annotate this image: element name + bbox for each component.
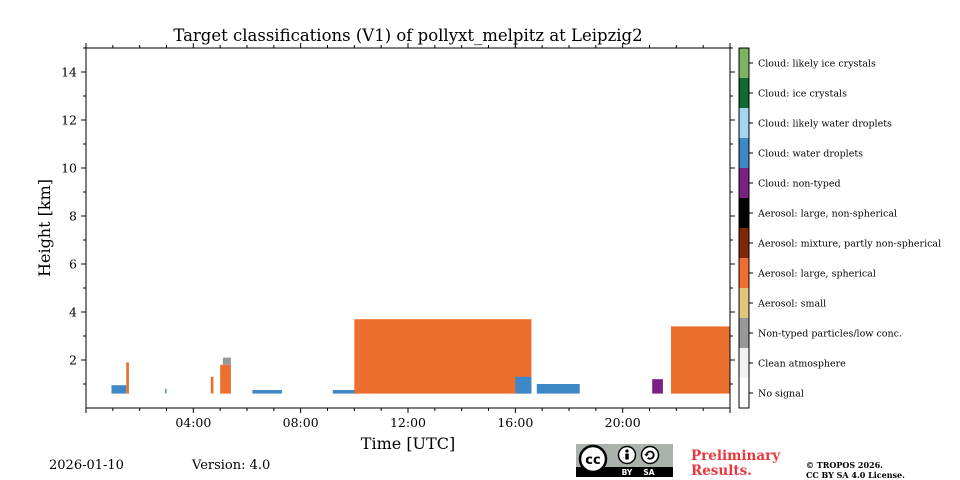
classification-region-6 xyxy=(252,390,282,394)
classification-region-8 xyxy=(354,319,532,394)
copyright-line-1: © TROPOS 2026. xyxy=(806,460,883,470)
classification-region-5 xyxy=(222,357,231,365)
colorbar-swatch xyxy=(739,348,749,378)
by-attribution-icon xyxy=(617,445,637,465)
sa-label: SA xyxy=(643,468,654,477)
y-axis: 2 4 6 8 10 12 14 xyxy=(61,47,735,385)
license-badge: cc BY SA xyxy=(576,444,673,477)
y-tick-label: 2 xyxy=(69,353,77,368)
x-axis: 04:00 08:00 12:00 16:00 20:00 xyxy=(85,43,731,430)
colorbar-swatch xyxy=(739,108,749,138)
cc-license-icon: cc xyxy=(578,444,608,474)
version-label: Version: 4.0 xyxy=(192,458,271,473)
colorbar-label: Aerosol: small xyxy=(757,299,826,310)
y-tick-label: 14 xyxy=(61,65,77,80)
y-axis-label: Height [km] xyxy=(35,179,54,277)
y-tick-label: 12 xyxy=(61,113,77,128)
x-tick-label: 04:00 xyxy=(175,415,211,430)
preliminary-line-2: Results. xyxy=(691,463,752,479)
classification-region-7 xyxy=(332,390,358,394)
preliminary-line-1: Preliminary xyxy=(691,448,781,464)
y-tick-label: 10 xyxy=(61,161,77,176)
colorbar-label: Cloud: likely ice crystals xyxy=(758,59,876,70)
colorbar-swatch xyxy=(739,48,749,78)
x-tick-label: 20:00 xyxy=(605,415,641,430)
colorbar-swatch xyxy=(739,378,749,408)
colorbar-label: Cloud: ice crystals xyxy=(758,89,847,100)
classification-region-3 xyxy=(210,376,214,394)
colorbar-label: No signal xyxy=(758,389,804,400)
classification-region-11 xyxy=(652,379,663,394)
colorbar-label: Clean atmosphere xyxy=(758,359,846,370)
classification-region-1 xyxy=(126,362,129,394)
colorbar-swatch xyxy=(739,168,749,198)
colorbar-legend: No signal Clean atmosphere Non-typed parti… xyxy=(738,47,941,409)
date-label: 2026-01-10 xyxy=(49,458,124,473)
copyright-note: © TROPOS 2026. CC BY SA 4.0 License. xyxy=(806,460,905,480)
classification-region-12 xyxy=(670,326,730,394)
colorbar-label: Cloud: likely water droplets xyxy=(758,119,892,130)
x-tick-label: 16:00 xyxy=(497,415,533,430)
classification-region-4 xyxy=(220,364,231,394)
classification-region-0 xyxy=(111,385,127,394)
y-tick-label: 8 xyxy=(69,209,77,224)
chart-title: Target classifications (V1) of pollyxt_m… xyxy=(173,26,642,45)
colorbar-swatch xyxy=(739,258,749,288)
x-tick-label: 08:00 xyxy=(283,415,319,430)
copyright-line-2: CC BY SA 4.0 License. xyxy=(806,470,905,480)
cc-label: cc xyxy=(585,453,600,468)
y-tick-label: 6 xyxy=(69,257,77,272)
colorbar-label: Aerosol: large, spherical xyxy=(757,269,876,280)
x-tick-label: 12:00 xyxy=(390,415,426,430)
colorbar-swatch xyxy=(739,288,749,318)
sa-share-alike-icon xyxy=(640,445,660,465)
colorbar-frame xyxy=(738,47,750,409)
colorbar-label: Cloud: water droplets xyxy=(758,149,863,160)
colorbar-swatch xyxy=(739,198,749,228)
classification-region-10 xyxy=(536,384,580,394)
colorbar-swatch xyxy=(739,78,749,108)
classification-region-9 xyxy=(515,376,532,394)
colorbar-label: Aerosol: large, non-spherical xyxy=(757,209,897,220)
colorbar-swatch xyxy=(739,318,749,348)
colorbar-label: Cloud: non-typed xyxy=(758,179,841,190)
colorbar-label: Aerosol: mixture, partly non-spherical xyxy=(757,239,941,250)
preliminary-results-note: Preliminary Results. xyxy=(691,449,780,479)
plot-data-layer xyxy=(111,319,730,394)
y-tick-label: 4 xyxy=(69,305,77,320)
by-label: BY xyxy=(622,468,633,477)
colorbar-swatch xyxy=(739,138,749,168)
colorbar-swatch xyxy=(739,228,749,258)
classification-region-2 xyxy=(165,388,167,394)
x-axis-label: Time [UTC] xyxy=(361,434,455,453)
colorbar-label: Non-typed particles/low conc. xyxy=(758,329,902,340)
